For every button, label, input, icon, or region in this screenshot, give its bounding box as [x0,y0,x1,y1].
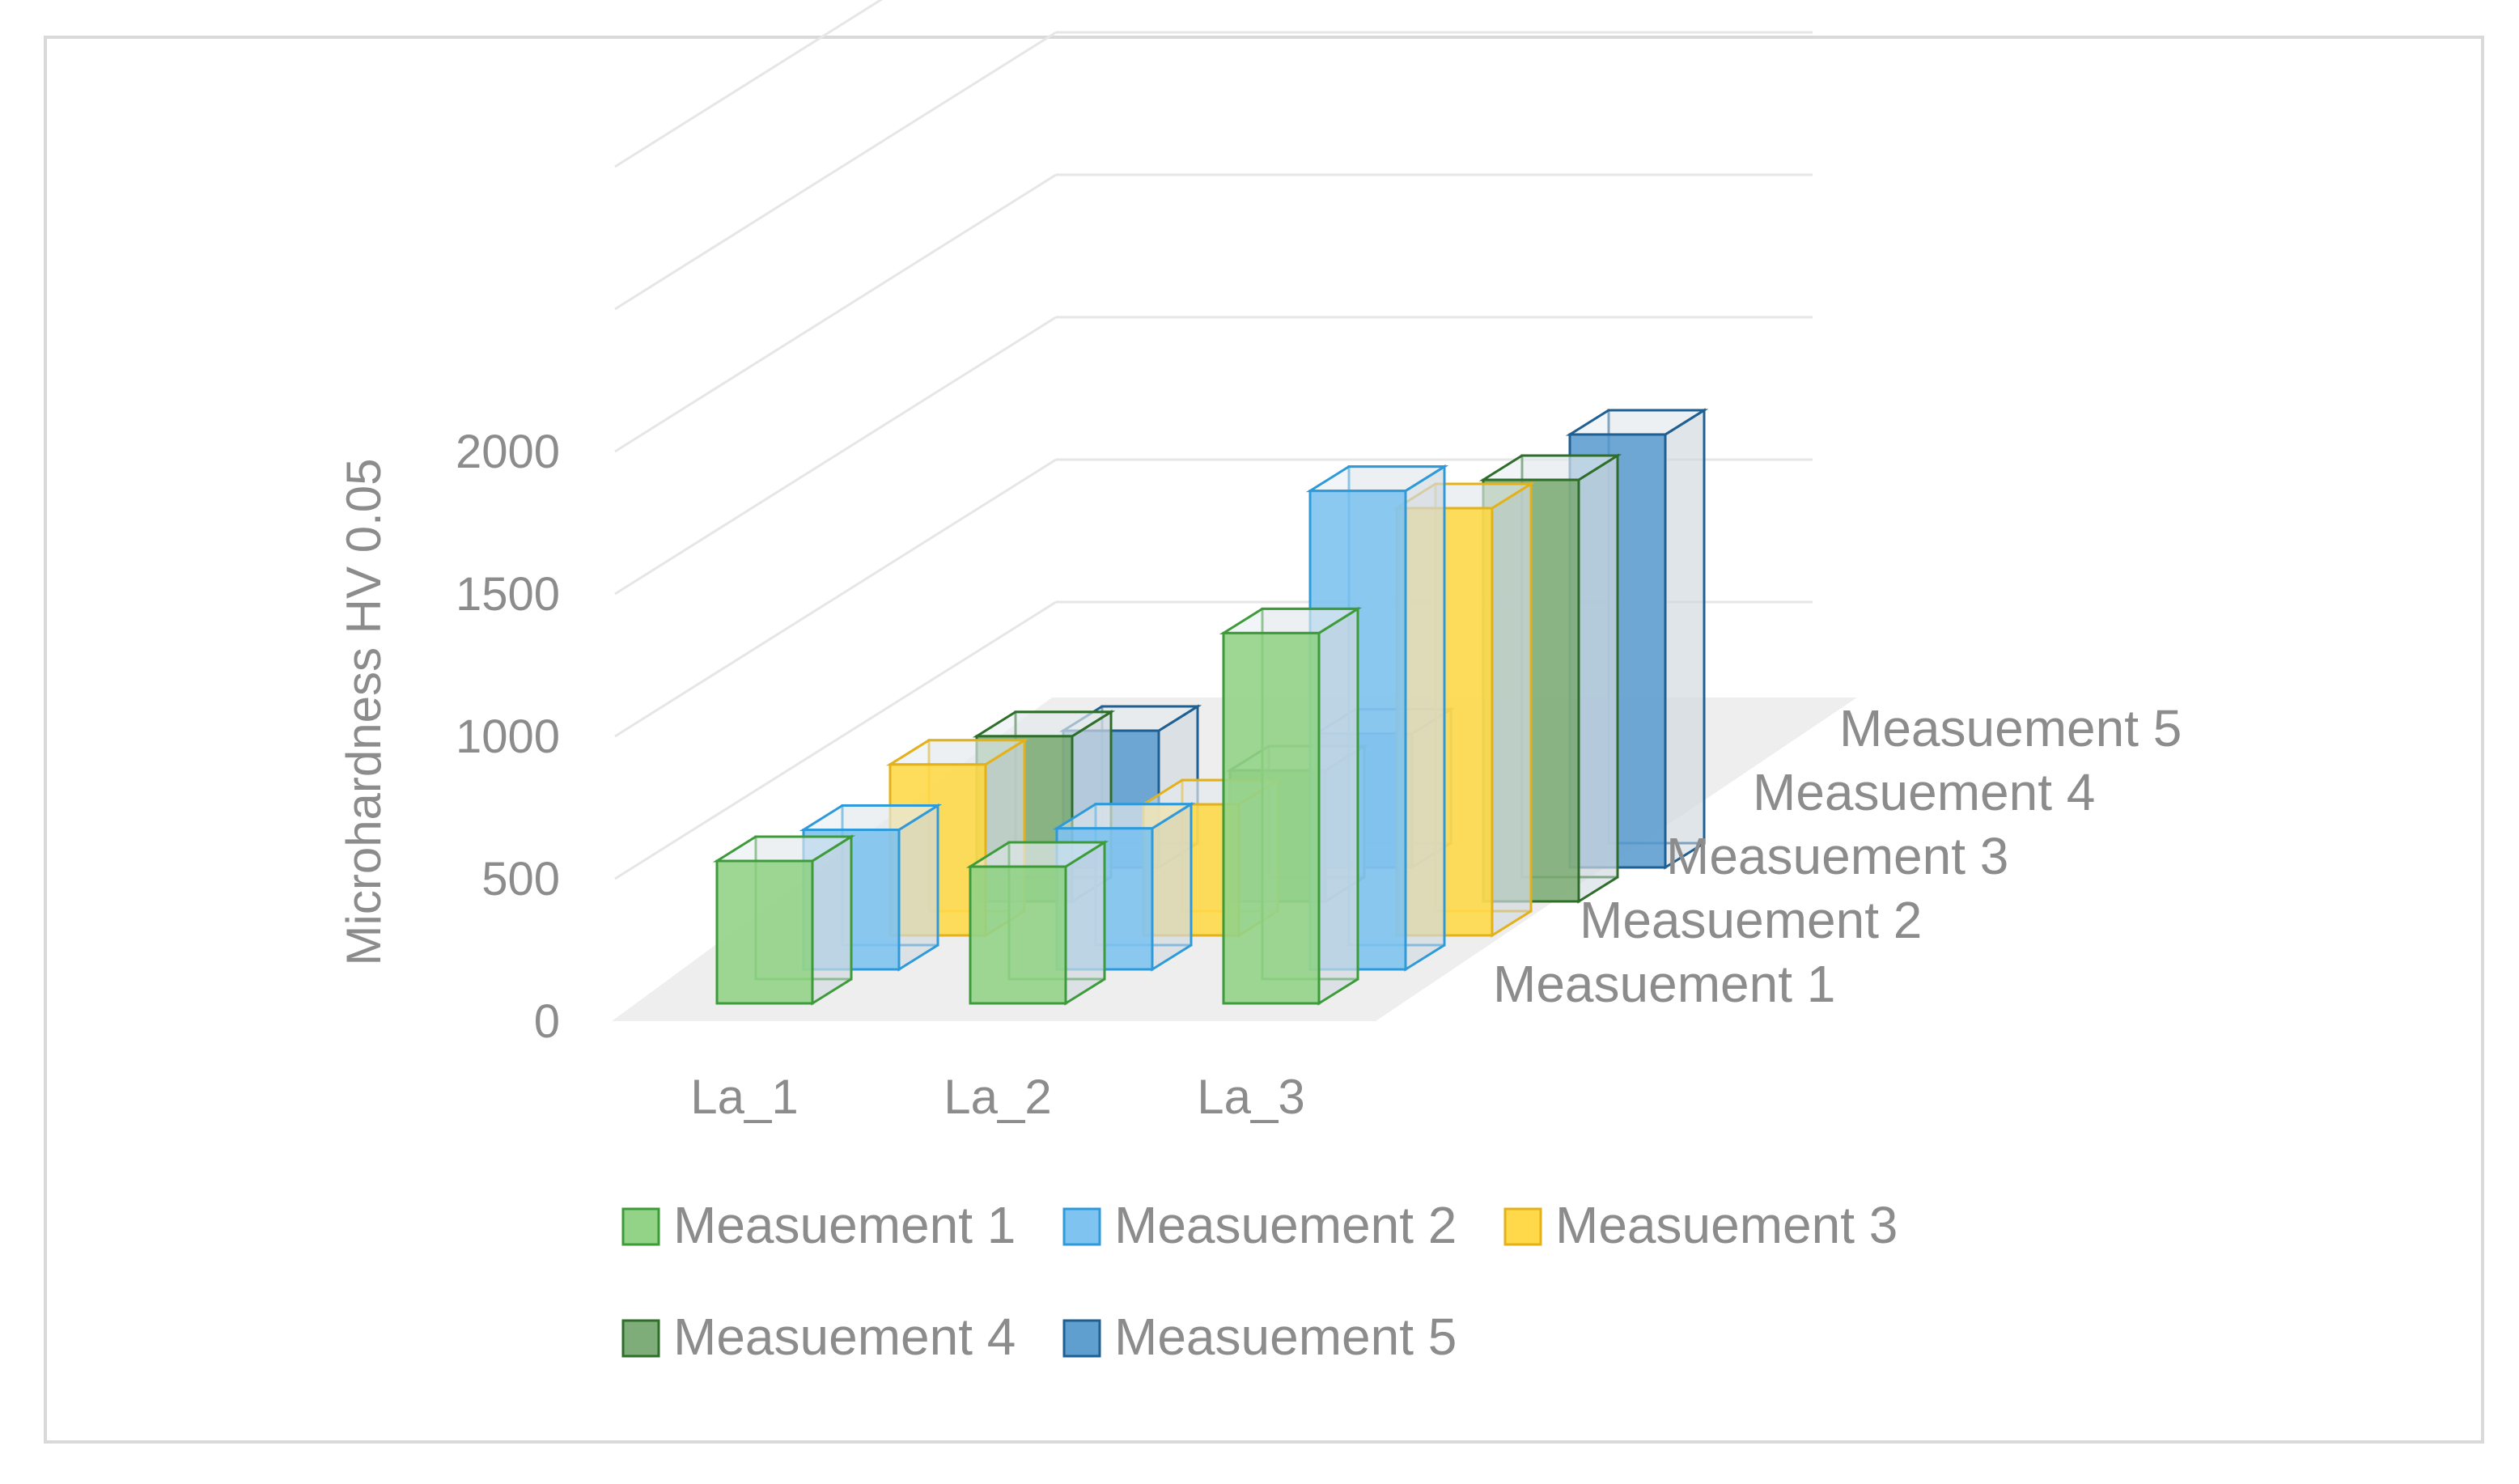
y-tick-label: 0 [534,995,560,1048]
depth-axis-label: Measuement 1 [1493,955,1835,1013]
depth-axis-label: Measuement 4 [1753,763,2095,821]
gridline-side [614,31,1057,311]
bar-side-face [1064,840,1106,1006]
bars [712,408,1709,1006]
bar [1219,606,1363,1006]
gridline-side [614,316,1057,596]
x-tick-label: La_3 [1197,1070,1304,1124]
gridline-side [614,173,1057,453]
bar-side-face [811,834,853,1006]
gridline-side [614,458,1057,738]
bar-side-face [1404,464,1446,972]
y-tick-label: 2000 [456,426,560,478]
legend: Measuement 1 Measuement 2 Measuement 3 Meas… [621,1196,1898,1366]
legend-item: Measuement 5 [1062,1308,1457,1366]
bar-side-face [1664,408,1706,870]
bar-side-face [1577,453,1619,904]
legend-label: Measuement 1 [673,1196,1016,1254]
bar-side-face [1491,481,1533,938]
y-axis-ticks: 0 500 1000 1500 2000 [456,426,560,1048]
bar-front-face [715,859,814,1005]
bar [965,840,1109,1006]
bar-side-face [1151,802,1193,972]
x-tick-label: La_2 [944,1070,1051,1124]
legend-item: Measuement 4 [621,1308,1016,1366]
y-tick-label: 1500 [456,568,560,621]
legend-swatch [1062,1207,1101,1246]
legend-swatch [1062,1319,1101,1358]
bar-front-face [969,865,1067,1005]
bar [1052,802,1196,972]
legend-label: Measuement 2 [1114,1196,1457,1254]
y-axis-title: Microhardness HV 0.05 [337,459,391,966]
legend-swatch [621,1319,660,1358]
legend-item: Measuement 1 [621,1196,1016,1254]
x-axis-ticks: La_1 La_2 La_3 [690,1070,1304,1124]
y-tick-label: 500 [481,853,560,905]
legend-label: Measuement 3 [1555,1196,1898,1254]
depth-axis-label: Measuement 5 [1839,699,2182,757]
gridline-side [614,600,1057,880]
legend-swatch [1503,1207,1542,1246]
legend-swatch [621,1207,660,1246]
legend-item: Measuement 2 [1062,1196,1457,1254]
depth-axis-labels: Measuement 1 Measuement 2 Measuement 3 Meas… [1493,699,2182,1013]
depth-axis-label: Measuement 2 [1580,891,1922,949]
legend-label: Measuement 4 [673,1308,1016,1366]
y-tick-label: 1000 [456,710,560,763]
legend-label: Measuement 5 [1114,1308,1457,1366]
gridline-side [614,0,884,168]
bar-front-face [1222,631,1321,1005]
gridlines [614,0,1813,880]
bar-side-face [1317,606,1359,1006]
bar-side-face [897,803,939,972]
x-tick-label: La_1 [690,1070,798,1124]
legend-item: Measuement 3 [1503,1196,1898,1254]
depth-axis-label: Measuement 3 [1666,827,2008,885]
bar [712,834,856,1006]
